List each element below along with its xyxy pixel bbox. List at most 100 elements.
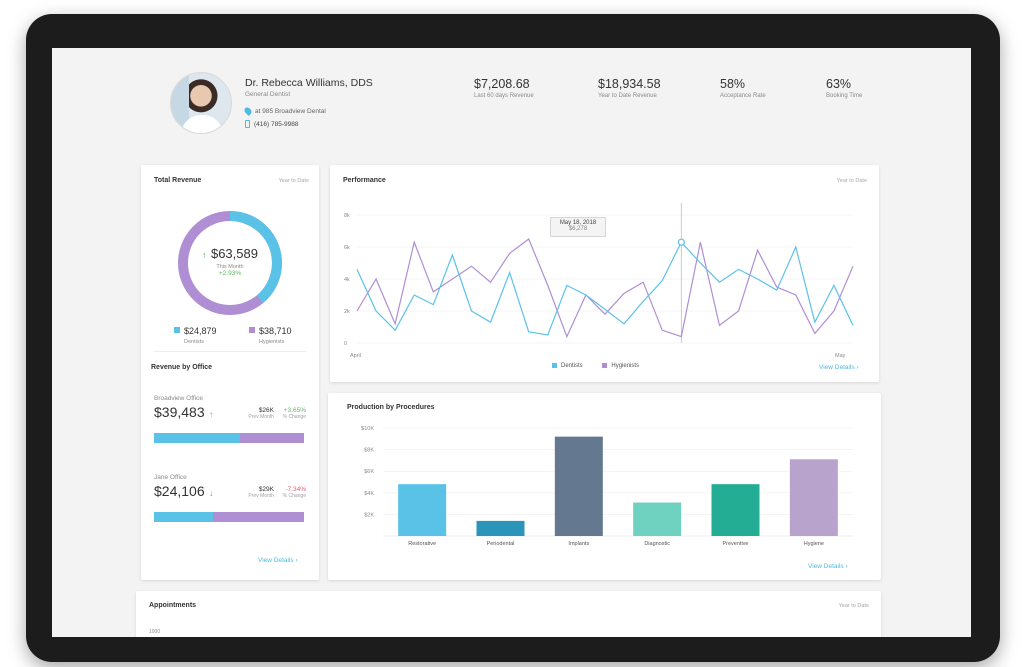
- donut-center: ↑ $63,589 This Month +2.93%: [170, 245, 290, 277]
- production-title: Production by Procedures: [347, 404, 435, 411]
- office-amount-row: $24,106 ↓: [154, 483, 213, 501]
- office-change-value: +3.65%: [283, 407, 306, 414]
- bar-category-label: Diagnostic: [644, 541, 670, 547]
- y-tick-label: 6k: [344, 245, 350, 251]
- dentists-swatch: [174, 326, 180, 333]
- hygienists-swatch: [249, 326, 255, 333]
- appointments-card: Appointments Year to Date 1000: [136, 591, 881, 637]
- office-dentists-fill: [154, 433, 240, 443]
- stat-label: Year to Date Revenue: [598, 93, 657, 99]
- location-pin-icon: [243, 106, 253, 116]
- y-tick-label: $6K: [364, 469, 374, 475]
- doctor-name: Dr. Rebecca Williams, DDS: [245, 77, 373, 89]
- y-tick-label: 0: [344, 341, 347, 347]
- legend-hygienists-label: Hygienists: [611, 363, 640, 370]
- office-name: Jane Office: [154, 474, 187, 481]
- donut-dentists-arc: [178, 211, 282, 315]
- dentists-value: $24,879: [184, 326, 217, 336]
- x-start-label: April: [350, 353, 361, 359]
- arrow-up-icon: ↑: [209, 410, 214, 419]
- x-end-label: May: [835, 353, 846, 359]
- stat-value: 63%: [826, 77, 852, 91]
- arrow-up-icon: ↑: [202, 250, 207, 260]
- performance-line-chart: 0 2k 4k 6k 8k April May: [344, 203, 854, 359]
- office-change: -7.34% % Change: [276, 486, 306, 499]
- office-change-label: % Change: [282, 414, 306, 420]
- office-change: +3.65% % Change: [276, 407, 306, 420]
- total-revenue-period: Year to Date: [278, 178, 309, 184]
- stat-value: 58%: [720, 77, 746, 91]
- bar-periodental: [476, 520, 525, 536]
- line-legend: Dentists Hygienists: [552, 363, 639, 369]
- bar-diagnostic: [633, 502, 682, 536]
- highlight-point: [677, 238, 685, 246]
- production-view-details-link[interactable]: View Details ›: [808, 563, 848, 570]
- hygienists-label: Hygienists: [259, 339, 285, 345]
- bar-preventive: [711, 484, 760, 536]
- y-tick-label: $2K: [364, 512, 374, 518]
- office-split-bar: [154, 433, 304, 443]
- hygienists-value: $38,710: [259, 326, 292, 336]
- stat-acceptance-rate: 58% Acceptance Rate: [720, 77, 766, 99]
- legend-hygienists-swatch: [602, 363, 608, 368]
- office-hygienists-fill: [239, 433, 304, 443]
- dashboard-screen: Dr. Rebecca Williams, DDS General Dentis…: [52, 48, 971, 637]
- stat-label: Acceptance Rate: [720, 93, 766, 99]
- y-tick-label: $8K: [364, 448, 374, 454]
- stat-label: Booking Time: [826, 93, 863, 99]
- bar-category-label: Hygiene: [804, 541, 824, 547]
- divider: [154, 351, 306, 352]
- chart-tooltip: May 18, 2018 $6,278: [550, 217, 606, 237]
- office-amount: $24,106: [154, 483, 205, 499]
- bar-category-label: Periodental: [487, 541, 515, 547]
- avatar: [170, 72, 232, 134]
- phone-row: (416) 785-9988: [245, 120, 298, 128]
- y-tick-label: 8k: [344, 213, 350, 219]
- performance-view-details-link[interactable]: View Details ›: [819, 364, 859, 371]
- bar-category-label: Restorative: [408, 541, 436, 547]
- office-view-details-link[interactable]: View Details ›: [258, 557, 298, 564]
- revenue-card: Total Revenue Year to Date ↑ $63,589 Thi…: [141, 165, 319, 580]
- stat-value: $18,934.58: [598, 77, 661, 91]
- performance-card: Performance Year to Date 0 2k 4k 6k 8k April M…: [330, 165, 879, 382]
- appointments-axis-tick: 1000: [149, 629, 161, 635]
- legend-dentists-label: Dentists: [561, 363, 583, 370]
- office-prev-label: Prev Month: [248, 493, 274, 499]
- stat-last-60-days: $7,208.68 Last 60 days Revenue: [474, 77, 534, 99]
- revenue-by-office-title: Revenue by Office: [151, 364, 213, 371]
- office-dentists-fill: [154, 512, 213, 522]
- legend-dentists: $24,879 Dentists: [174, 321, 217, 345]
- office-amount-row: $39,483 ↑: [154, 404, 213, 422]
- bar-hygiene: [789, 459, 838, 536]
- dentists-label: Dentists: [184, 339, 204, 345]
- bar-restorative: [398, 484, 447, 536]
- phone-text: (416) 785-9988: [254, 120, 299, 128]
- total-revenue-amount-label: This Month: [216, 264, 244, 270]
- y-tick-label: 4k: [344, 277, 350, 283]
- office-prev: $26K Prev Month: [239, 407, 274, 420]
- legend-dentists-swatch: [552, 363, 557, 368]
- total-revenue-amount: $63,589: [210, 246, 258, 261]
- appointments-period: Year to Date: [838, 603, 869, 609]
- office-name: Broadview Office: [154, 395, 204, 402]
- y-tick-label: 2k: [344, 309, 350, 315]
- address-row: at 985 Broadview Dental: [243, 106, 326, 116]
- tooltip-value: $6,278: [568, 226, 588, 232]
- total-revenue-change: +2.93%: [218, 270, 242, 277]
- y-tick-label: $10K: [361, 426, 374, 432]
- stat-label: Last 60 days Revenue: [474, 93, 534, 99]
- office-prev-value: $26K: [258, 407, 274, 414]
- office-change-value: -7.34%: [285, 486, 306, 493]
- series-line-dentists: [356, 241, 854, 336]
- y-tick-label: $4K: [364, 491, 374, 497]
- office-prev-value: $29K: [258, 486, 274, 493]
- tooltip-date: May 18, 2018: [559, 220, 597, 226]
- stat-value: $7,208.68: [474, 77, 530, 91]
- office-hygienists-fill: [212, 512, 304, 522]
- address-text: at 985 Broadview Dental: [255, 107, 326, 115]
- production-card: Production by Procedures $2K $4K $6K $8K $10…: [328, 393, 881, 580]
- office-change-label: % Change: [282, 493, 306, 499]
- bar-category-label: Preventive: [723, 541, 749, 547]
- bar-implants: [554, 436, 603, 536]
- total-revenue-title: Total Revenue: [154, 177, 202, 184]
